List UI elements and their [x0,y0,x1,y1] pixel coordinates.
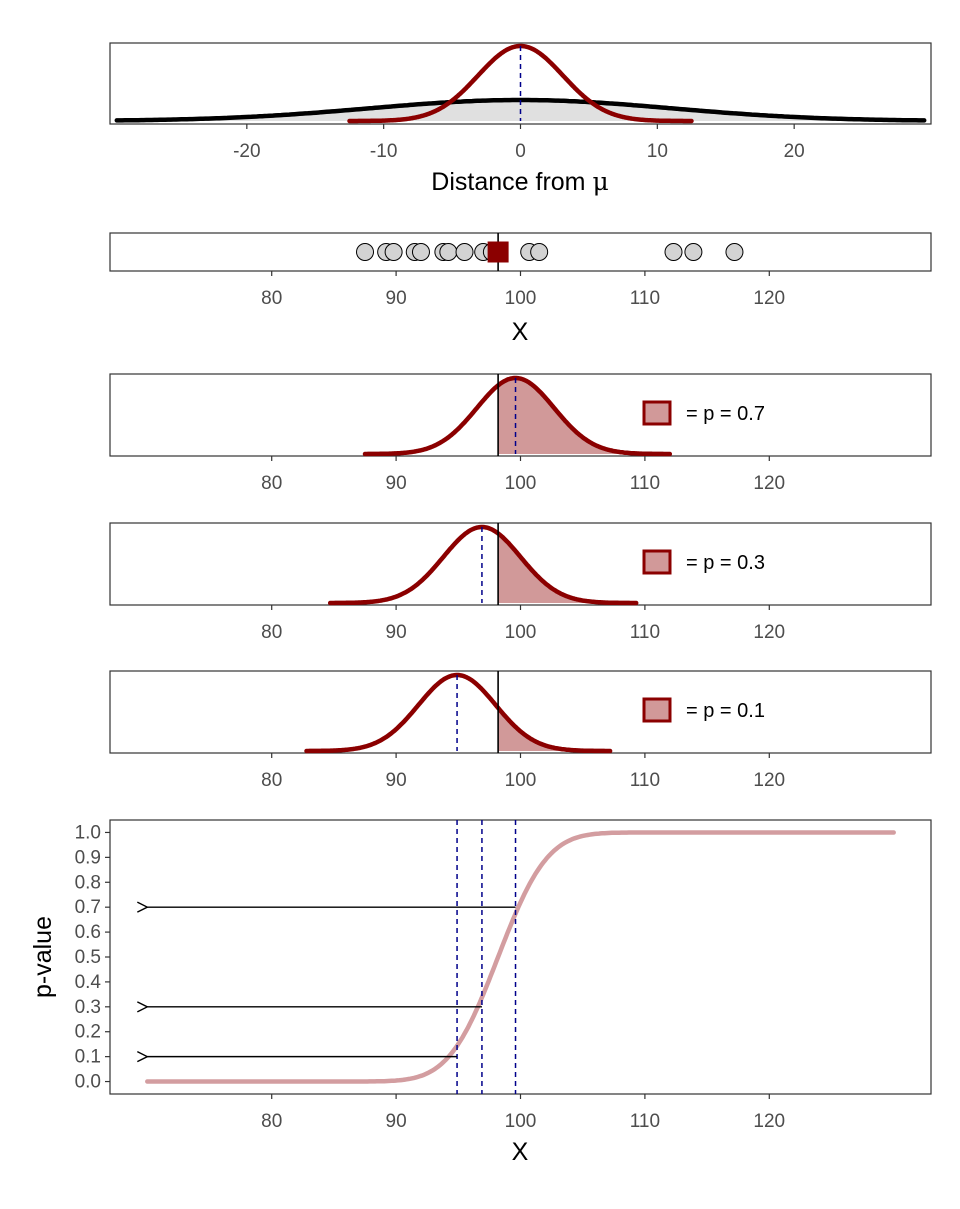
sample-point [664,243,683,261]
x-tick-label: 90 [386,1111,407,1132]
legend-swatch [642,697,672,723]
sample-mean-marker [487,241,509,263]
x-tick-label: -10 [370,141,397,162]
x-tick-label: 90 [386,770,407,791]
x-tick-label: 80 [261,288,282,309]
y-tick-label: 0.7 [75,897,101,918]
x-tick-label: 110 [630,288,660,309]
sample-point [384,243,403,261]
y-tick-label: 0.9 [75,847,101,868]
panel-p07: 80 90 100 110 120 = p = 0.7 [109,373,932,494]
p-value-shaded-area [498,533,637,603]
p-value-shaded-area [498,378,670,454]
y-tick-label: 0.8 [75,872,101,893]
x-tick-label: 100 [505,288,537,309]
distance-axis-title: Distance from μ [431,167,608,196]
x-tick-label: 100 [505,770,537,791]
legend-label: = p = 0.1 [686,700,765,722]
x-tick-label: -20 [233,141,260,162]
p-value-shaded-area [498,707,611,751]
legend-label: = p = 0.3 [686,552,765,574]
x-tick-label: 110 [630,473,660,494]
x-tick-label: 20 [784,141,805,162]
x-tick-label: 0 [515,141,526,162]
x-tick-label: 120 [753,622,785,643]
y-tick-label: 0.1 [75,1047,101,1068]
panel-pvalue-frame [109,819,932,1095]
sample-point [356,243,375,261]
x-tick-label: 100 [505,622,537,643]
sample-point [455,243,474,261]
x-tick-label: 120 [753,770,785,791]
null-distribution-curve [327,524,639,606]
x-tick-label: 80 [261,473,282,494]
pvalue-y-axis-title: p-value [29,916,57,998]
sample-point [439,243,458,261]
y-tick-label: 0.3 [75,997,101,1018]
x-tick-label: 120 [753,1111,785,1132]
x-tick-label: 80 [261,622,282,643]
panel-sample: 80 90 100 110 120 X [109,232,932,346]
legend-label: = p = 0.7 [686,403,765,425]
legend-swatch [642,549,672,575]
y-tick-label: 0.5 [75,947,101,968]
x-tick-label: 90 [386,622,407,643]
y-tick-label: 0.2 [75,1022,101,1043]
x-tick-label: 110 [630,1111,660,1132]
x-tick-label: 10 [647,141,668,162]
sample-point [725,243,744,261]
y-tick-label: 1.0 [75,822,101,843]
panel-p01: 80 90 100 110 120 = p = 0.1 [109,670,932,791]
panel-p03: 80 90 100 110 120 = p = 0.3 [109,522,932,643]
legend-swatch [642,400,672,426]
x-tick-label: 120 [753,473,785,494]
y-tick-label: 0.4 [75,972,102,993]
x-tick-label: 110 [630,622,660,643]
y-tick-label: 0.0 [75,1072,101,1093]
pvalue-x-axis-title: X [512,1138,529,1166]
x-tick-label: 80 [261,1111,282,1132]
x-tick-label: 90 [386,473,407,494]
sample-point [684,243,703,261]
x-tick-label: 80 [261,770,282,791]
null-distribution-curve [304,672,613,754]
sample-point [530,243,549,261]
sample-point [411,243,430,261]
sample-x-axis-title: X [512,318,529,346]
x-tick-label: 110 [630,770,660,791]
x-tick-label: 120 [753,288,785,309]
panel-pvalue: 80 90 100 110 120 0.0 0.1 0.2 0.3 0.4 0.5 0.6 0.7 0.8… [29,819,932,1166]
null-distribution-curve [362,375,673,457]
p-value-curve [145,830,896,1084]
x-tick-label: 100 [505,473,537,494]
x-tick-label: 90 [386,288,407,309]
panel-distance: -20 -10 0 10 20 Distance from μ [109,42,932,196]
x-tick-label: 100 [505,1111,537,1132]
y-tick-label: 0.6 [75,922,101,943]
